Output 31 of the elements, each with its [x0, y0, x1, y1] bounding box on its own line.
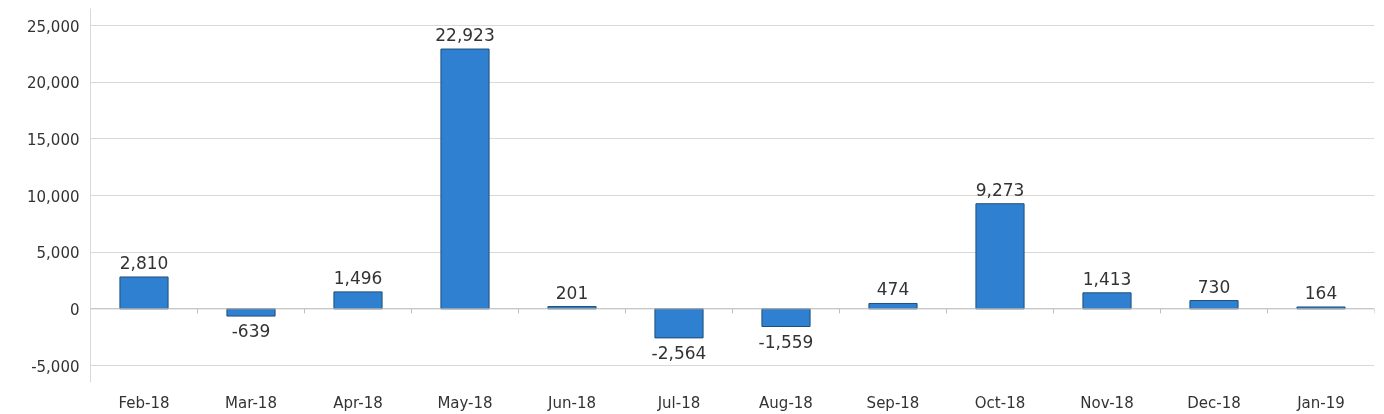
- y-tick-label: 25,000: [27, 17, 80, 36]
- data-label: -1,559: [758, 331, 814, 352]
- x-tick-label: Oct-18: [974, 393, 1026, 412]
- data-label: 730: [1197, 276, 1231, 297]
- y-tick-label: -5,000: [31, 357, 80, 376]
- data-label: -2,564: [651, 342, 707, 363]
- x-tick-label: May-18: [437, 393, 493, 412]
- x-tick-label: Sep-18: [866, 393, 920, 412]
- x-tick-label: Nov-18: [1080, 393, 1134, 412]
- data-label: 1,496: [333, 267, 383, 288]
- x-tick-label: Apr-18: [333, 393, 383, 412]
- data-label: 201: [555, 282, 589, 303]
- y-tick-label: 5,000: [36, 244, 80, 263]
- x-tick-label: Jun-18: [547, 393, 596, 412]
- y-tick-label: 20,000: [27, 74, 80, 93]
- x-tick-label: Aug-18: [759, 393, 813, 412]
- data-label: -639: [231, 321, 271, 342]
- data-label: 164: [1304, 282, 1338, 303]
- x-tick-label: Jul-18: [656, 393, 701, 412]
- data-label: 9,273: [975, 179, 1025, 200]
- x-tick-label: Feb-18: [118, 393, 170, 412]
- data-label: 1,413: [1082, 268, 1132, 289]
- x-tick-label: Mar-18: [225, 393, 277, 412]
- data-label: 2,810: [119, 252, 169, 273]
- y-tick-label: 0: [69, 300, 80, 319]
- data-label: 474: [876, 279, 910, 300]
- x-tick-label: Dec-18: [1187, 393, 1241, 412]
- data-label: 22,923: [435, 25, 495, 46]
- y-tick-label: 10,000: [27, 187, 80, 206]
- y-tick-label: 15,000: [27, 130, 80, 149]
- x-tick-label: Jan-19: [1296, 393, 1345, 412]
